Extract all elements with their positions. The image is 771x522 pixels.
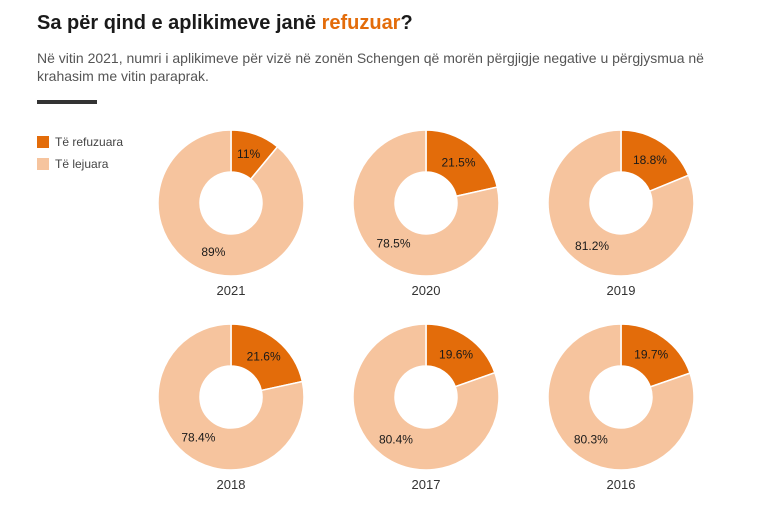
year-label-2017: 2017 — [412, 477, 441, 492]
legend-label-refused: Të refuzuara — [55, 135, 124, 149]
slice-allowed-2018 — [157, 323, 305, 471]
legend-item-refused: Të refuzuara — [37, 134, 123, 150]
slice-label-allowed-2017: 80.4% — [379, 432, 413, 446]
slice-allowed-2020 — [352, 129, 500, 277]
slice-label-allowed-2019: 81.2% — [575, 239, 609, 253]
chart-subtitle: Në vitin 2021, numri i aplikimeve për vi… — [37, 50, 704, 84]
legend-swatch-allowed — [37, 158, 49, 170]
slice-label-allowed-2016: 80.3% — [574, 432, 608, 446]
year-label-2020: 2020 — [412, 283, 441, 298]
slice-label-refused-2018: 21.6% — [247, 350, 281, 364]
year-label-2016: 2016 — [607, 477, 636, 492]
slice-refused-2019 — [620, 129, 690, 193]
slice-label-allowed-2020: 78.5% — [376, 237, 410, 251]
slice-label-refused-2021: 11% — [237, 147, 260, 161]
chart-title: Sa për qind e aplikimeve janë refuzuar? — [37, 12, 413, 35]
slice-label-allowed-2018: 78.4% — [181, 430, 215, 444]
year-label-2018: 2018 — [217, 477, 246, 492]
slice-label-refused-2017: 19.6% — [439, 348, 473, 362]
donut-chart-2019: 18.8% 81.2% 2019 — [547, 129, 695, 298]
donut-chart-2018: 21.6% 78.4% 2018 — [157, 323, 305, 492]
title-divider — [37, 100, 97, 104]
title-highlight: refuzuar — [321, 12, 401, 34]
donut-chart-2017: 19.6% 80.4% 2017 — [352, 323, 500, 492]
legend-label-allowed: Të lejuara — [55, 157, 109, 171]
slice-label-refused-2016: 19.7% — [634, 348, 668, 362]
title-prefix: Sa për qind e aplikimeve janë — [37, 12, 322, 34]
legend: Të refuzuara Të lejuara — [37, 134, 123, 178]
donut-chart-2021: 11% 89% 2021 — [157, 129, 305, 298]
slice-label-refused-2020: 21.5% — [441, 155, 475, 169]
year-label-2021: 2021 — [217, 283, 246, 298]
donut-chart-2020: 21.5% 78.5% 2020 — [352, 129, 500, 298]
year-label-2019: 2019 — [607, 283, 636, 298]
legend-item-allowed: Të lejuara — [37, 156, 123, 172]
donut-chart-2016: 19.7% 80.3% 2016 — [547, 323, 695, 492]
slice-allowed-2017 — [352, 323, 500, 471]
slice-label-refused-2019: 18.8% — [633, 153, 667, 167]
legend-swatch-refused — [37, 136, 49, 148]
slice-allowed-2016 — [547, 323, 695, 471]
slice-allowed-2021 — [157, 129, 305, 277]
slice-allowed-2019 — [547, 129, 695, 277]
slice-label-allowed-2021: 89% — [201, 245, 225, 259]
title-suffix: ? — [400, 12, 413, 34]
